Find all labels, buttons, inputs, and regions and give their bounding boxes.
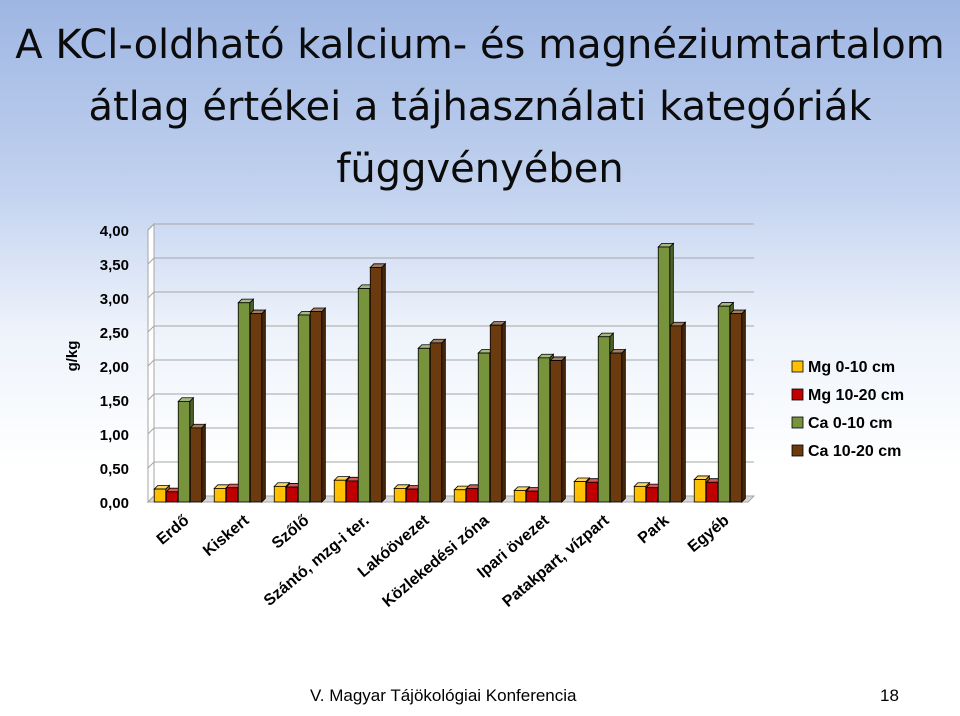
- page-number: 18: [880, 686, 899, 705]
- y-axis-label: g/kg: [64, 341, 81, 372]
- bar-side: [441, 338, 446, 503]
- bar: [249, 313, 263, 503]
- bar: [405, 488, 419, 503]
- bar-side: [201, 423, 206, 503]
- bar: [273, 485, 287, 503]
- bar: [609, 352, 623, 503]
- bar-side: [321, 307, 326, 503]
- x-tick-label: Szőlő: [269, 512, 313, 553]
- title-line-2: átlag értékei a tájhasználati kategóriák: [88, 84, 872, 130]
- y-tick-label: 0,50: [100, 461, 129, 478]
- bar: [369, 266, 383, 503]
- y-tick-label: 1,00: [100, 427, 129, 444]
- legend-label: Mg 0-10 cm: [808, 359, 895, 376]
- x-tick-label: Park: [635, 512, 673, 547]
- y-tick-label: 4,00: [100, 223, 129, 240]
- bar: [213, 487, 227, 503]
- y-tick-label: 2,00: [100, 359, 129, 376]
- y-tick-label: 2,50: [100, 325, 129, 342]
- bar-side: [381, 262, 386, 503]
- bar: [537, 357, 551, 503]
- x-tick-label: Patakpart, vízpart: [499, 512, 613, 611]
- bar: [237, 302, 251, 503]
- bar: [453, 489, 467, 503]
- gridline: [147, 325, 754, 333]
- bar: [489, 324, 503, 503]
- bar: [189, 427, 203, 503]
- bar: [309, 311, 323, 503]
- x-tick-label: Kiskert: [200, 512, 253, 560]
- y-tick-label: 0,00: [100, 495, 129, 512]
- x-tick-label: Erdő: [154, 512, 193, 549]
- bar: [717, 305, 731, 503]
- bar: [573, 481, 587, 503]
- legend-label: Mg 10-20 cm: [808, 387, 904, 404]
- bar: [153, 488, 167, 503]
- x-tick-label: Egyéb: [685, 512, 733, 556]
- gridline: [147, 257, 754, 265]
- bar: [345, 480, 359, 503]
- bar: [633, 485, 647, 503]
- x-tick-label: Közlekedési zóna: [379, 512, 492, 611]
- bar-side: [681, 321, 686, 503]
- bar-side: [621, 348, 626, 503]
- bar: [645, 487, 659, 503]
- y-tick-label: 1,50: [100, 393, 129, 410]
- bar-chart: 0,00 0,50 1,00 1,50 2,00 2,50 3,00 3,50 4,00 g/kg…: [64, 222, 904, 611]
- bar: [693, 479, 707, 503]
- bar: [729, 313, 743, 503]
- bar: [597, 336, 611, 503]
- x-tick-label: Szántó, mzg-i ter.: [261, 512, 373, 610]
- y-tick-label: 3,00: [100, 291, 129, 308]
- bar: [525, 490, 539, 503]
- gridline: [147, 223, 754, 231]
- legend-swatch: [791, 416, 804, 429]
- bar-side: [741, 309, 746, 503]
- legend-label: Ca 0-10 cm: [808, 415, 893, 432]
- bar: [297, 314, 311, 503]
- bar: [285, 486, 299, 503]
- slide-title: A KCl-oldható kalcium- és magnéziumtarta…: [0, 14, 960, 200]
- bar: [393, 487, 407, 503]
- legend-label: Ca 10-20 cm: [808, 443, 901, 460]
- bar: [225, 487, 239, 503]
- bar-side: [501, 320, 506, 503]
- bar: [669, 325, 683, 503]
- bar: [477, 352, 491, 503]
- y-tick-label: 3,50: [100, 257, 129, 274]
- gridline: [147, 291, 754, 299]
- bar-side: [261, 309, 266, 503]
- title-line-1: A KCl-oldható kalcium- és magnéziumtarta…: [15, 22, 945, 68]
- bar: [333, 479, 347, 503]
- footer-text: V. Magyar Tájökológiai Konferencia: [310, 686, 577, 705]
- title-line-3: függvényében: [336, 146, 624, 192]
- bar: [357, 288, 371, 503]
- bar: [513, 490, 527, 503]
- bar: [429, 342, 443, 503]
- bar: [165, 491, 179, 503]
- legend-swatch: [791, 388, 804, 401]
- bar: [417, 347, 431, 503]
- bar: [465, 487, 479, 503]
- bar: [585, 481, 599, 503]
- bar: [177, 400, 191, 503]
- bar: [657, 246, 671, 503]
- legend-swatch: [791, 444, 804, 457]
- legend-swatch: [791, 360, 804, 373]
- bar: [705, 481, 719, 503]
- bar: [549, 360, 563, 503]
- bar-side: [561, 355, 566, 503]
